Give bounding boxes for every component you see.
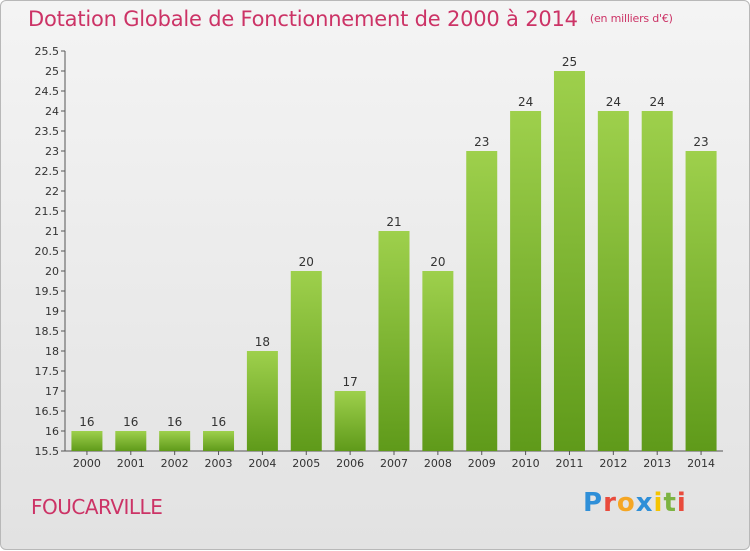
bar-2013 (641, 111, 673, 451)
x-tick-label: 2013 (643, 457, 671, 470)
y-axis: 15.5 16 16.5 17 17.5 18 18.5 19 19.5 20 20.5 21 21.5… (35, 45, 66, 458)
y-tick-label: 22.5 (35, 165, 60, 178)
data-label-2006: 17 (342, 375, 357, 389)
y-tick-label: 23.5 (35, 125, 60, 138)
x-tick-label: 2006 (336, 457, 364, 470)
chart-title: Dotation Globale de Fonctionnement de 20… (28, 7, 673, 31)
bar-2002 (159, 431, 191, 451)
y-tick-label: 16.5 (35, 405, 60, 418)
data-label-2008: 20 (430, 255, 445, 269)
y-tick-label: 17 (45, 385, 59, 398)
bar-2001 (115, 431, 147, 451)
data-label-2005: 20 (299, 255, 314, 269)
data-label-2014: 23 (693, 135, 708, 149)
y-tick-label: 18.5 (35, 325, 60, 338)
x-tick-label: 2010 (512, 457, 540, 470)
y-tick-label: 25 (45, 65, 59, 78)
x-tick-label: 2001 (117, 457, 145, 470)
logo-letter: i (676, 488, 687, 518)
x-tick-label: 2007 (380, 457, 408, 470)
x-tick-label: 2011 (555, 457, 583, 470)
bar-2014 (685, 151, 717, 451)
data-label-2013: 24 (650, 95, 665, 109)
logo-letter: r (603, 488, 617, 518)
data-label-2007: 21 (386, 215, 401, 229)
proxiti-logo[interactable]: Proxiti (583, 488, 687, 518)
chart-subtitle: (en milliers d'€) (589, 12, 673, 25)
bar-2000 (71, 431, 103, 451)
y-tick-label: 20.5 (35, 245, 60, 258)
y-tick-label: 19.5 (35, 285, 60, 298)
bar-2004 (246, 351, 278, 451)
x-tick-label: 2002 (161, 457, 189, 470)
logo-letter: x (635, 488, 654, 518)
place-name: FOUCARVILLE (31, 495, 163, 519)
bar-2011 (553, 71, 585, 451)
bar-2010 (510, 111, 542, 451)
x-tick-label: 2000 (73, 457, 101, 470)
x-tick-label: 2014 (687, 457, 715, 470)
bar-2003 (203, 431, 235, 451)
bar-2006 (334, 391, 366, 451)
x-tick-label: 2012 (599, 457, 627, 470)
data-label-2003: 16 (211, 415, 226, 429)
logo-letter: i (653, 488, 664, 518)
bar-2009 (466, 151, 498, 451)
y-tick-label: 21.5 (35, 205, 60, 218)
data-label-2004: 18 (255, 335, 270, 349)
logo-letter: t (663, 488, 677, 518)
logo-letter: o (616, 488, 636, 518)
chart-title-text: Dotation Globale de Fonctionnement de 20… (28, 7, 578, 31)
y-tick-label: 21 (45, 225, 59, 238)
x-tick-label: 2009 (468, 457, 496, 470)
y-tick-label: 22 (45, 185, 59, 198)
data-label-2010: 24 (518, 95, 533, 109)
y-tick-label: 23 (45, 145, 59, 158)
x-tick-label: 2004 (248, 457, 276, 470)
data-label-2011: 25 (562, 55, 577, 69)
data-label-2000: 16 (79, 415, 94, 429)
y-tick-label: 16 (45, 425, 59, 438)
x-tick-label: 2008 (424, 457, 452, 470)
x-tick-label: 2003 (205, 457, 233, 470)
data-labels: 16 16 16 16 18 20 17 21 20 23 24 25 24 24 23 (79, 55, 708, 429)
x-tick-label: 2005 (292, 457, 320, 470)
bar-2005 (290, 271, 322, 451)
logo-letter: P (583, 488, 604, 518)
y-tick-label: 24.5 (35, 85, 60, 98)
bar-2007 (378, 231, 410, 451)
y-tick-label: 18 (45, 345, 59, 358)
y-tick-label: 19 (45, 305, 59, 318)
y-tick-label: 25.5 (35, 45, 60, 58)
y-tick-label: 20 (45, 265, 59, 278)
bar-2008 (422, 271, 454, 451)
bar-series (71, 71, 717, 451)
y-tick-label: 17.5 (35, 365, 60, 378)
x-axis: 2000 2001 2002 2003 2004 2005 2006 2007 2008 2009… (65, 450, 723, 470)
data-label-2009: 23 (474, 135, 489, 149)
y-tick-label: 24 (45, 105, 59, 118)
bar-2012 (597, 111, 629, 451)
data-label-2001: 16 (123, 415, 138, 429)
data-label-2012: 24 (606, 95, 621, 109)
data-label-2002: 16 (167, 415, 182, 429)
y-tick-label: 15.5 (35, 445, 60, 458)
